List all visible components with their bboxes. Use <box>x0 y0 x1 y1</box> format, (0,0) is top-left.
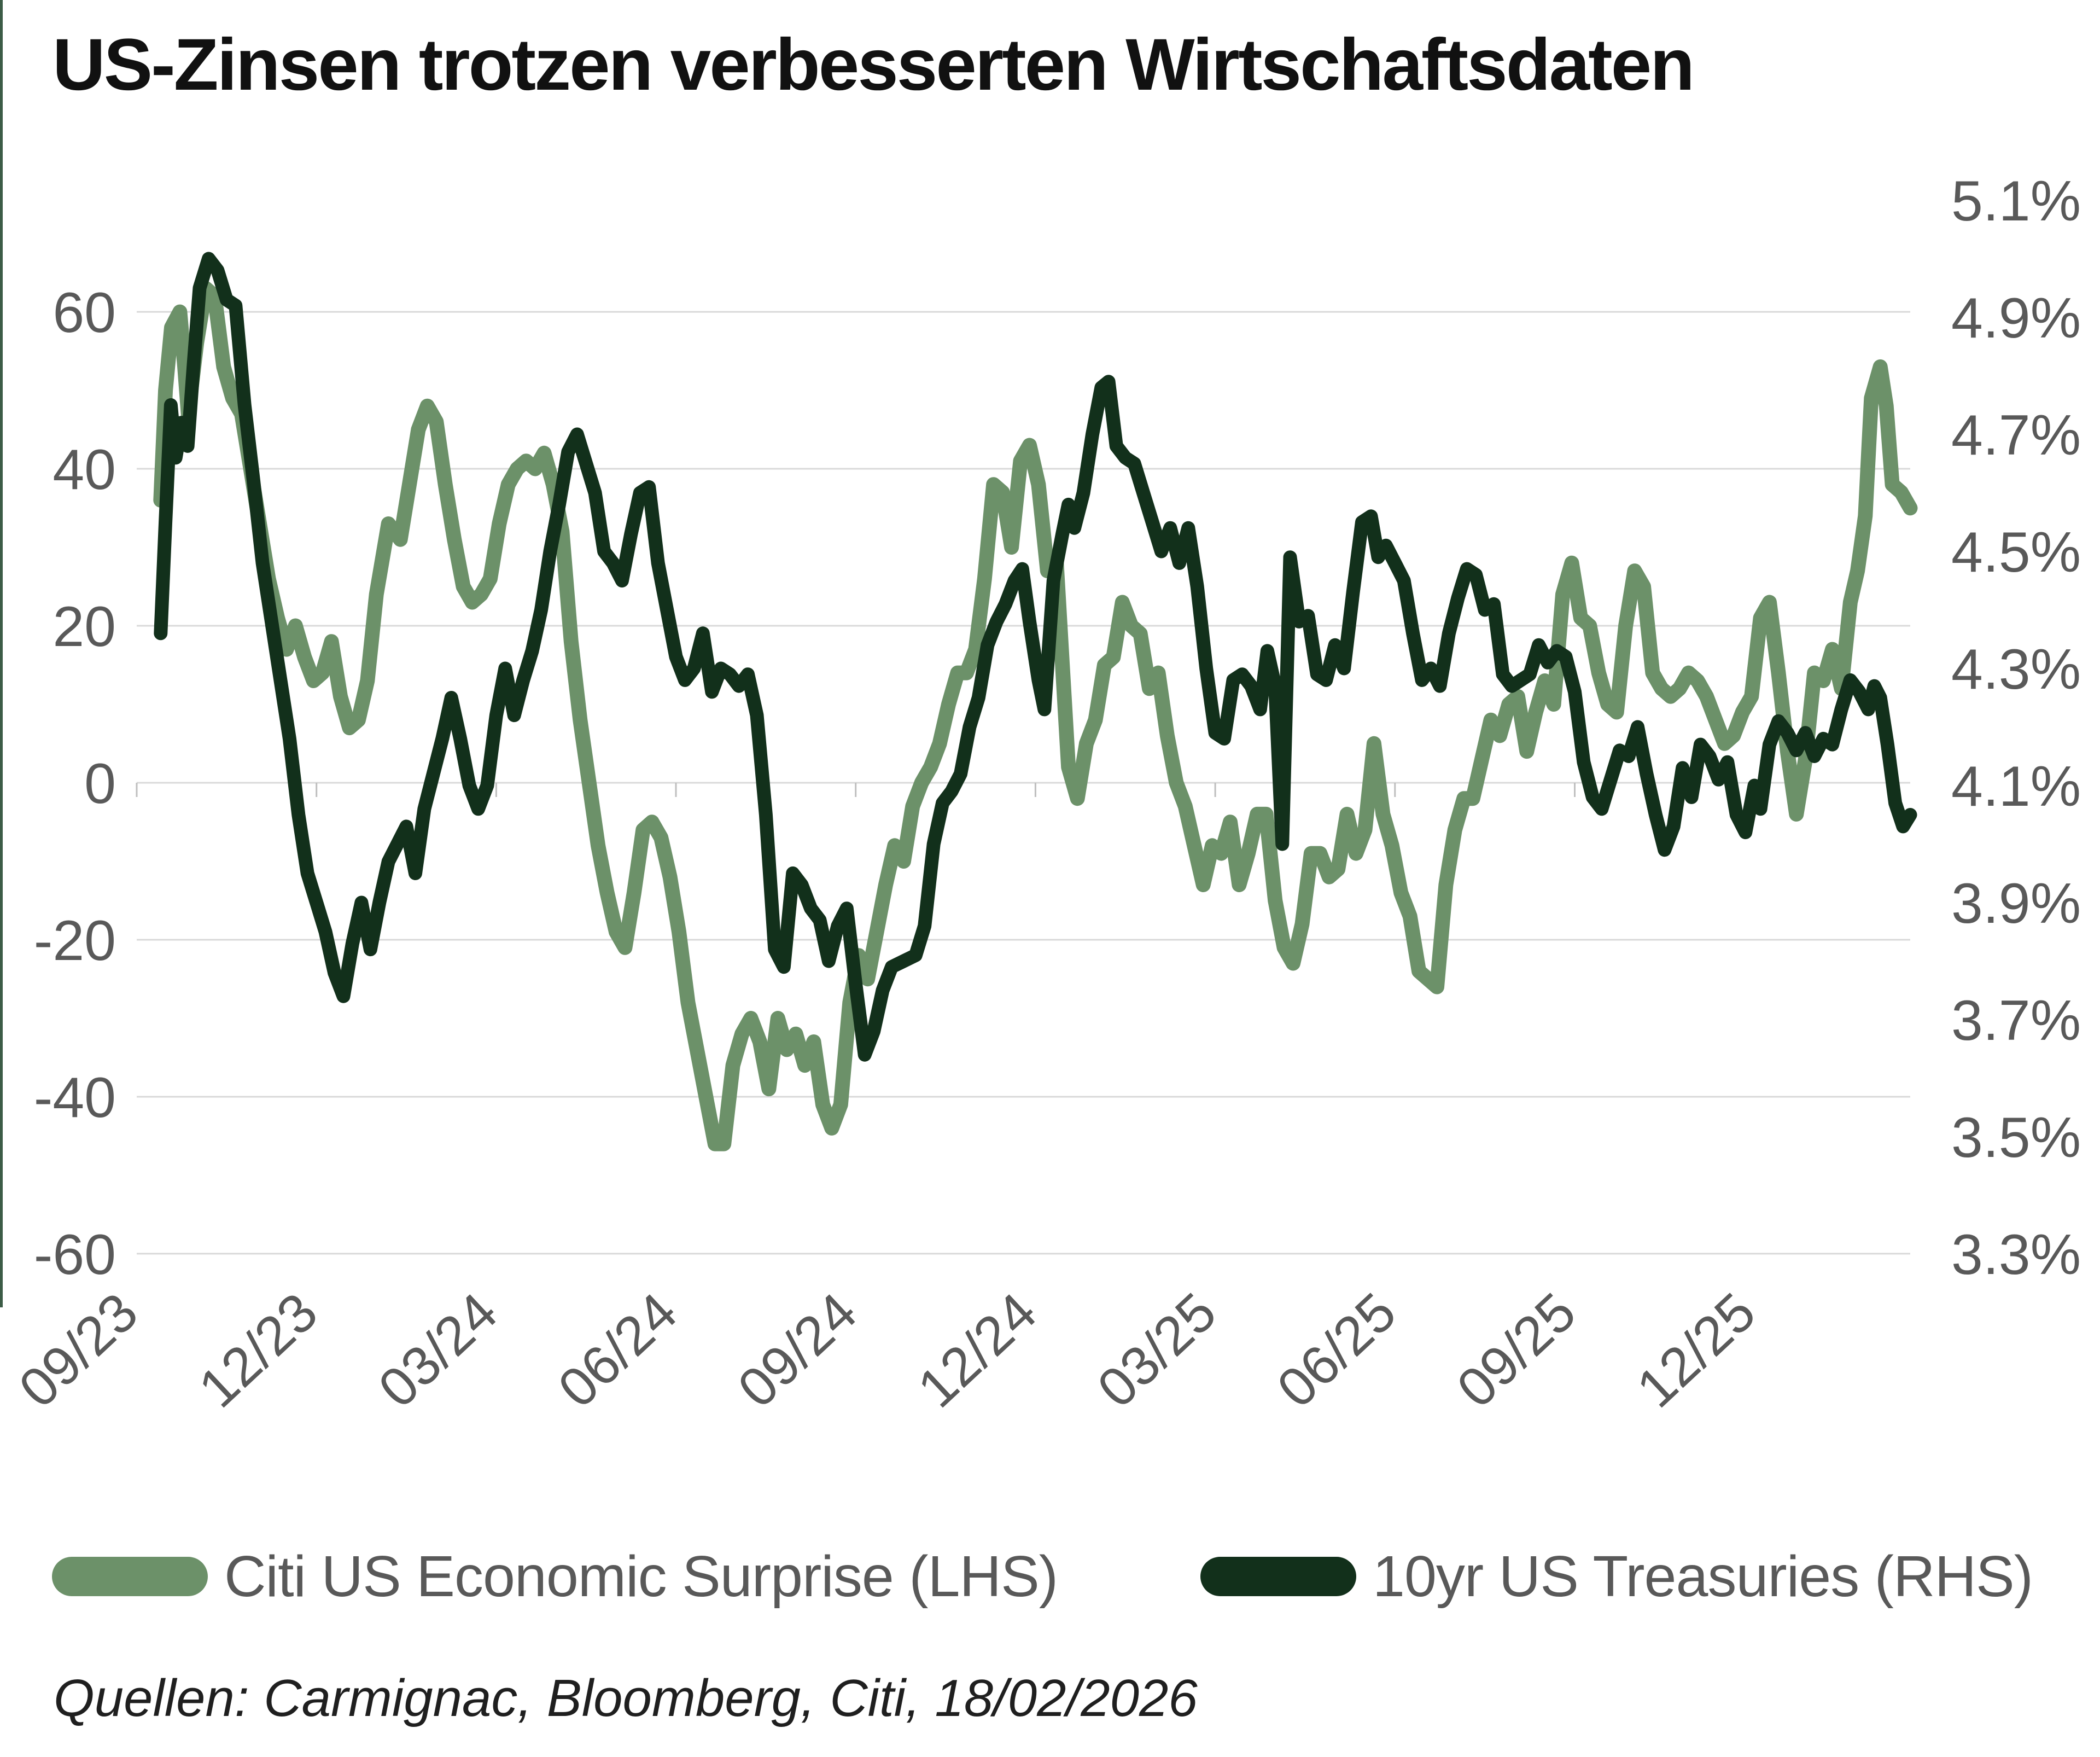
legend-label-citi: Citi US Economic Surprise (LHS) <box>224 1544 1058 1609</box>
left-axis-tick-label: -20 <box>34 909 116 973</box>
legend-item-treasury: 10yr US Treasuries (RHS) <box>1200 1538 2033 1615</box>
left-axis-labels: 60 40 20 0 -20 -40 -60 <box>34 281 116 1287</box>
gridlines <box>137 311 1910 1255</box>
x-axis-tick-label: 12/25 <box>1625 1281 1767 1419</box>
left-axis-tick-label: -40 <box>34 1066 116 1130</box>
right-axis-tick-label: 4.3% <box>1951 638 2081 701</box>
series-lines <box>153 252 1918 1151</box>
x-axis-labels: 09/23 12/23 03/24 06/24 09/24 12/24 03/25 06/25… <box>8 1281 1768 1419</box>
right-axis-tick-label: 5.1% <box>1951 170 2081 233</box>
left-axis-tick-label: 40 <box>52 438 116 502</box>
citi-series-swatch <box>52 1557 208 1596</box>
x-axis-tick-label: 06/25 <box>1265 1281 1407 1419</box>
right-axis-tick-label: 4.5% <box>1951 521 2081 584</box>
right-axis-tick-label: 3.7% <box>1951 989 2081 1052</box>
x-axis-tick-label: 06/24 <box>547 1281 689 1419</box>
x-axis-tick-label: 03/25 <box>1086 1281 1228 1419</box>
x-axis-tick-label: 09/24 <box>726 1281 868 1419</box>
left-axis-tick-label: 0 <box>84 752 116 816</box>
x-axis-tick-label: 09/25 <box>1445 1281 1587 1419</box>
left-edge-border <box>0 0 3 1307</box>
legend-label-treasury: 10yr US Treasuries (RHS) <box>1373 1544 2033 1609</box>
chart-legend: Citi US Economic Surprise (LHS) 10yr US … <box>0 1538 2100 1615</box>
right-axis-tick-label: 4.9% <box>1951 287 2081 350</box>
right-axis-tick-label: 3.5% <box>1951 1106 2081 1170</box>
right-axis-labels: 5.1% 4.9% 4.7% 4.5% 4.3% 4.1% 3.9% 3.7% 3.5% 3.3% <box>1951 170 2081 1287</box>
left-axis-tick-label: 60 <box>52 281 116 345</box>
x-axis-tick-label: 12/24 <box>906 1281 1048 1419</box>
series-treasury-line <box>154 252 1917 1062</box>
right-axis-tick-label: 4.1% <box>1951 755 2081 818</box>
x-axis-tick-label: 03/24 <box>367 1281 509 1419</box>
series-citi-line <box>153 281 1918 1151</box>
source-caption: Quellen: Carmignac, Bloomberg, Citi, 18/… <box>54 1669 1198 1727</box>
x-axis-tick-label: 09/23 <box>8 1281 149 1419</box>
legend-item-citi: Citi US Economic Surprise (LHS) <box>52 1538 1058 1615</box>
left-axis-tick-label: -60 <box>34 1223 116 1287</box>
x-axis-tick-label: 12/23 <box>187 1281 329 1419</box>
right-axis-tick-label: 3.3% <box>1951 1223 2081 1287</box>
treasury-series-swatch <box>1200 1557 1356 1596</box>
right-axis-tick-label: 3.9% <box>1951 872 2081 935</box>
chart-title: US-Zinsen trotzen verbesserten Wirtschaf… <box>52 24 1695 106</box>
left-axis-tick-label: 20 <box>52 595 116 659</box>
right-axis-tick-label: 4.7% <box>1951 404 2081 467</box>
